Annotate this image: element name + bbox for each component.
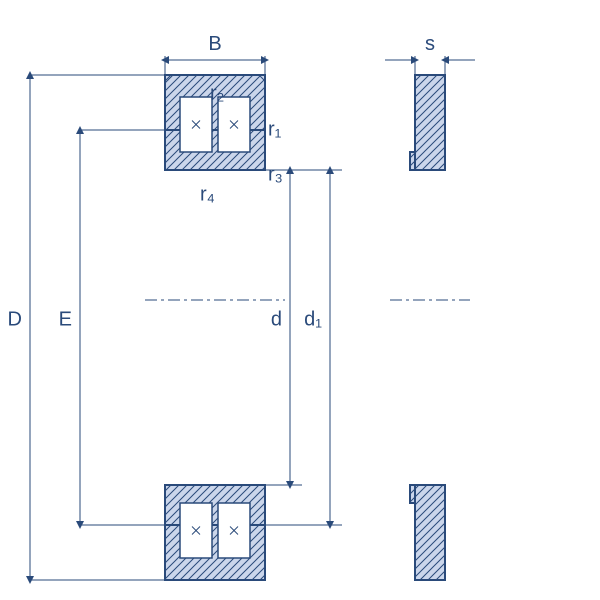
label-d1: d₁ — [304, 308, 322, 330]
label-r4: r₄ — [200, 183, 215, 205]
label-s: s — [425, 33, 435, 55]
dim-s: s — [385, 33, 475, 74]
label-B: B — [208, 33, 221, 55]
label-D: D — [8, 308, 22, 330]
label-r3: r₃ — [268, 163, 283, 185]
right-section — [390, 75, 470, 580]
dim-d1: d₁ — [304, 170, 480, 525]
dim-d: d — [271, 170, 440, 485]
left-section — [145, 75, 285, 580]
dim-B: B — [165, 33, 265, 74]
dim-D: D — [8, 75, 180, 580]
label-d: d — [271, 308, 282, 330]
label-E: E — [59, 308, 72, 330]
label-r1: r₁ — [268, 118, 282, 140]
label-r2: r₂ — [210, 82, 224, 104]
